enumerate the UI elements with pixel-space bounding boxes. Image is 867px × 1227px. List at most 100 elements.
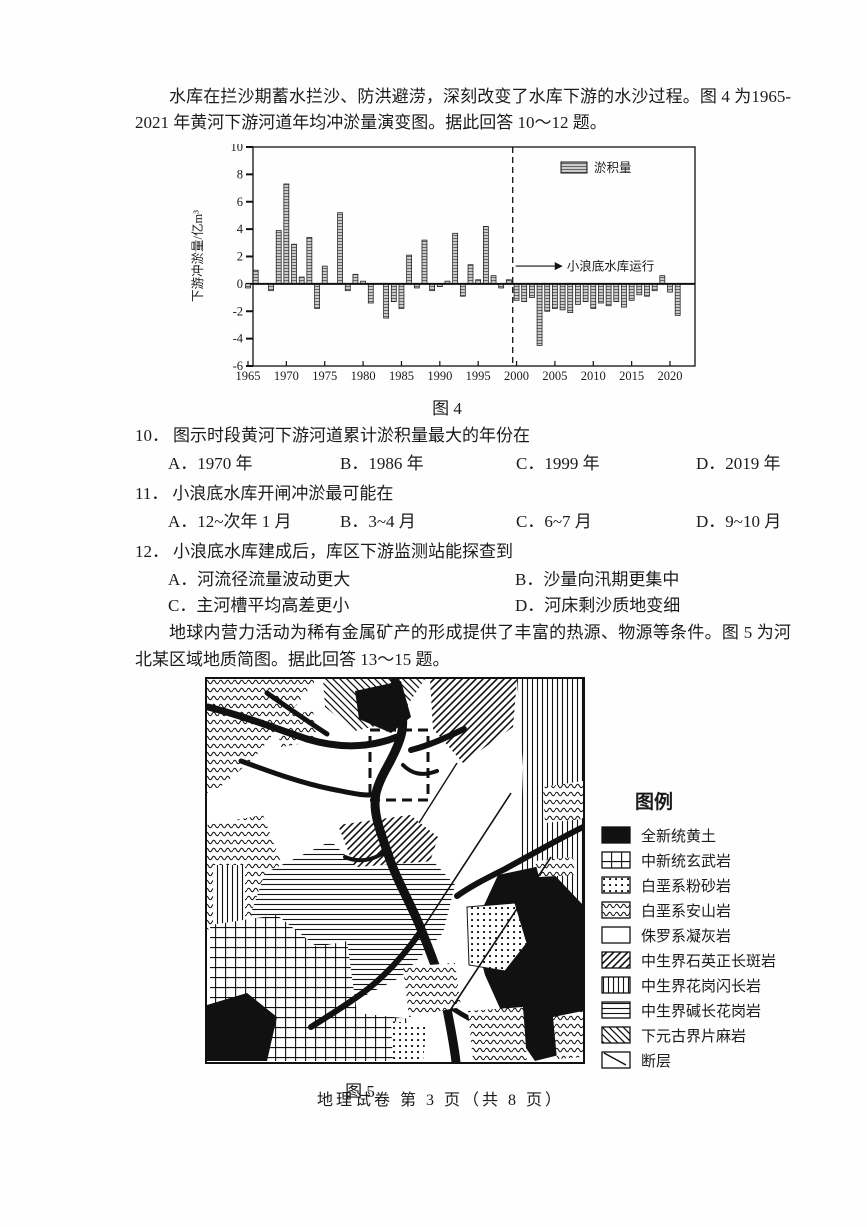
legend-item: 下元古界片麻岩 [601,1024,776,1047]
legend-item: 全新统黄土 [601,824,776,847]
question-number: 10． [135,425,169,445]
map-region-andesite [553,1010,583,1059]
fig5-map-row: 图例 全新统黄土中新统玄武岩 白垩系粉砂岩 白垩系安山岩侏罗系凝灰岩中生界石英正长斑… [205,676,791,1074]
x-axis: 1965 1970 1975 1980 1985 1990 1995 2000 2005 2010… [236,360,683,383]
legend-swatch-waves [601,901,631,919]
legend-swatch-blank [601,926,631,944]
question-text: 小浪底水库开闸冲淤最可能在 [172,483,394,503]
option-b: B．沙量向汛期更集中 [515,570,680,590]
option-b: B．3~4 月 [340,512,416,532]
svg-text:-2: -2 [233,304,243,318]
legend-label: 中新统玄武岩 [641,853,732,870]
legend-label: 中生界石英正长斑岩 [641,953,777,970]
option-a: A．1970 年 [168,454,253,474]
legend-item: 白垩系安山岩 [601,899,776,922]
annotation-xiaolangdi: 小浪底水库运行 [515,258,655,273]
map-region-andesite [543,780,583,823]
legend-label: 下元古界片麻岩 [641,1028,747,1045]
question-10: 10． 图示时段黄河下游河道累计淤积量最大的年份在 A．1970 年 B．1986… [135,423,791,477]
y-axis-label: 下游冲淤量/亿m³ [190,209,205,301]
page-content: 水库在拦沙期蓄水拦沙、防洪避涝，深刻改变了水库下游的水沙过程。图 4 为1965… [135,84,791,1106]
svg-text:-6: -6 [233,359,243,373]
svg-text:1995: 1995 [466,369,491,383]
legend-label: 中生界花岗闪长岩 [641,978,762,995]
page-footer: 地理试卷 第 3 页（共 8 页） [316,1092,564,1109]
map-fault-lines [418,762,552,1010]
legend-title: 图例 [635,791,674,813]
svg-text:10: 10 [231,144,244,154]
question-11: 11． 小浪底水库开闸冲淤最可能在 A．12~次年 1 月 B．3~4 月 C．6… [135,481,791,535]
bars-group [245,183,681,346]
intro-paragraph-1: 水库在拦沙期蓄水拦沙、防洪避涝，深刻改变了水库下游的水沙过程。图 4 为1965… [135,87,791,133]
question-stem: 11． 小浪底水库开闸冲淤最可能在 [135,481,791,507]
legend-label: 白垩系粉砂岩 [641,878,732,895]
chart-legend: 淤积量 [560,161,632,175]
legend-item: 白垩系粉砂岩 [601,874,776,897]
legend-item: 中生界碱长花岗岩 [601,999,776,1022]
map-region-loess [207,992,277,1061]
question-stem: 10． 图示时段黄河下游河道累计淤积量最大的年份在 [135,423,791,449]
legend-items: 全新统黄土中新统玄武岩 白垩系粉砂岩 白垩系安山岩侏罗系凝灰岩中生界石英正长斑岩 中生… [601,824,776,1072]
svg-text:1975: 1975 [312,369,337,383]
fig4-chart-wrap: 10 8 6 4 2 0 -2 -4 -6 下游冲淤量/亿m³ 1965 1970 1975 1980 19… [188,140,706,419]
map-legend: 图例 全新统黄土中新统玄武岩 白垩系粉砂岩 白垩系安山岩侏罗系凝灰岩中生界石英正长斑… [601,677,776,1074]
legend-label: 中生界碱长花岗岩 [641,1003,762,1020]
legend-label: 断层 [641,1053,672,1070]
option-c: C．6~7 月 [516,512,592,532]
svg-text:1980: 1980 [351,369,376,383]
question-text: 小浪底水库建成后，库区下游监测站能探查到 [173,541,513,561]
legend-item: 中新统玄武岩 [601,849,776,872]
legend-swatch-grid [601,851,631,869]
map-region-granodiorite [213,864,245,927]
options-row: A．河流径流量波动更大 B．沙量向汛期更集中 C．主河槽平均高差更小 D．河床剩… [135,567,791,618]
legend-label: 白垩系安山岩 [641,903,732,920]
legend-swatch-hatch-fwd [601,951,631,969]
fig5-caption: 图 5 [345,1081,375,1101]
legend-item: 中生界花岗闪长岩 [601,974,776,997]
question-number: 12． [135,541,169,561]
legend-swatch-dots [601,876,631,894]
option-b: B．1986 年 [340,454,424,474]
option-d: D．9~10 月 [696,512,782,532]
y-axis: 10 8 6 4 2 0 -2 -4 -6 [231,140,253,373]
options-row: A．12~次年 1 月 B．3~4 月 C．6~7 月 D．9~10 月 [135,509,791,535]
map-region-andesite [468,1006,527,1061]
fig4-caption: 图 4 [432,398,462,418]
option-c: C．主河槽平均高差更小 [168,595,350,615]
legend-label: 全新统黄土 [641,828,717,845]
svg-text:1970: 1970 [274,369,299,383]
option-a: A．河流径流量波动更大 [168,570,351,590]
legend-item: 侏罗系凝灰岩 [601,924,776,947]
legend-swatch-vlines [601,976,631,994]
svg-text:淤积量: 淤积量 [594,161,632,175]
intro-paragraph-2: 地球内营力活动为稀有金属矿产的形成提供了丰富的热源、物源等条件。图 5 为河北某… [135,623,791,669]
svg-text:小浪底水库运行: 小浪底水库运行 [567,258,655,273]
map-region-syenite-porphyry [430,678,517,763]
map-region-andesite [403,962,461,1017]
legend-item: 中生界石英正长斑岩 [601,949,776,972]
option-c: C．1999 年 [516,454,600,474]
option-d: D．2019 年 [696,454,781,474]
map-region-andesite [535,856,575,877]
legend-swatch-hlines [601,1001,631,1019]
map-region-siltstone [391,1020,427,1061]
question-12: 12． 小浪底水库建成后，库区下游监测站能探查到 A．河流径流量波动更大 B．沙量… [135,539,791,619]
svg-text:-4: -4 [233,331,244,345]
map-region-siltstone [466,902,528,972]
question-number: 11． [135,483,169,503]
svg-text:6: 6 [237,194,243,208]
legend-item: 断层 [601,1049,776,1072]
svg-text:8: 8 [237,167,243,181]
svg-text:0: 0 [237,277,243,291]
svg-text:2020: 2020 [658,369,683,383]
svg-text:2: 2 [237,249,243,263]
svg-text:2010: 2010 [581,369,606,383]
legend-swatch-fault [601,1051,631,1069]
svg-text:2000: 2000 [504,369,529,383]
svg-text:2015: 2015 [619,369,644,383]
fig5-geologic-map [205,676,585,1064]
question-text: 图示时段黄河下游河道累计淤积量最大的年份在 [173,425,530,445]
svg-text:1985: 1985 [389,369,414,383]
